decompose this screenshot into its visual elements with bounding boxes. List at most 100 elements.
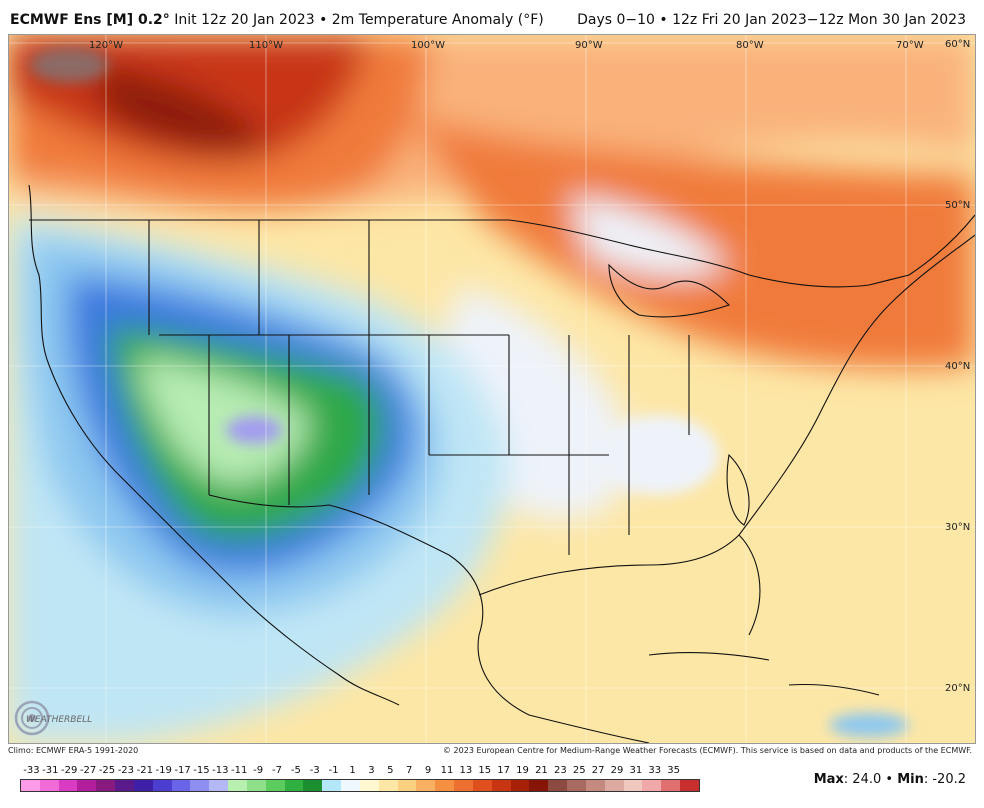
color-scale-label: -19 <box>155 765 172 776</box>
color-scale-label: -21 <box>136 765 153 776</box>
color-swatch <box>548 780 568 791</box>
lat-label: 20°N <box>945 683 970 694</box>
logo-text: WEATHERBELL <box>26 715 92 725</box>
map-title: ECMWF Ens [M] 0.2° Init 12z 20 Jan 2023 … <box>10 12 544 28</box>
color-scale-label: 9 <box>424 765 432 776</box>
cool-hispaniola <box>829 713 909 737</box>
florida-outline <box>726 453 750 526</box>
color-swatch <box>454 780 473 791</box>
color-scale-label: -17 <box>174 765 191 776</box>
lon-label: 90°W <box>575 40 603 51</box>
graticule <box>9 35 975 743</box>
color-swatch <box>567 780 586 791</box>
color-swatch <box>604 780 624 791</box>
color-scale-label: -1 <box>328 765 339 776</box>
max-label: Max <box>813 772 844 787</box>
great-lakes-border <box>508 214 975 288</box>
color-swatch <box>209 780 229 791</box>
color-scale-label: -23 <box>117 765 135 776</box>
color-scale-label: 17 <box>497 765 511 776</box>
anomaly-field <box>9 35 975 743</box>
color-swatch <box>679 780 699 791</box>
political-boundaries <box>28 184 975 743</box>
max-min-readout: Max: 24.0 • Min: -20.2 <box>814 772 966 787</box>
color-swatch <box>510 780 530 791</box>
color-scale-label: -13 <box>212 765 229 776</box>
color-swatch <box>397 780 417 791</box>
color-swatch <box>39 780 59 791</box>
color-scale-label: 7 <box>406 765 413 776</box>
color-swatch <box>284 780 304 791</box>
weatherbell-logo: WEATHERBELL <box>14 700 92 736</box>
color-swatch <box>171 780 191 791</box>
color-scale-label: -27 <box>79 765 97 776</box>
color-scale-label: 1 <box>349 765 356 776</box>
color-swatch <box>491 780 511 791</box>
copyright-note: © 2023 European Centre for Medium-Range … <box>443 746 972 755</box>
color-swatch <box>322 780 342 791</box>
color-scale-label: -29 <box>61 765 78 776</box>
color-scale-label: 25 <box>572 765 586 776</box>
color-swatch <box>529 780 549 791</box>
color-swatch <box>115 780 134 791</box>
us-mexico-border <box>208 494 650 743</box>
color-swatch <box>77 780 97 791</box>
max-value: : 24.0 • <box>843 772 898 787</box>
cold-peak-purple <box>226 416 282 444</box>
color-scale-label: -15 <box>193 765 210 776</box>
lat-label: 50°N <box>945 200 970 211</box>
color-swatch <box>435 780 455 791</box>
color-scale-label: -11 <box>231 765 248 776</box>
color-swatch <box>472 780 492 791</box>
forecast-range: Days 0−10 • 12z Fri 20 Jan 2023−12z Mon … <box>577 12 966 28</box>
cold-lightgreen-core <box>139 355 309 485</box>
color-scale-label: 35 <box>667 765 681 776</box>
min-label: Min <box>897 772 924 787</box>
color-swatch <box>378 780 398 791</box>
color-scale-label: 23 <box>553 765 567 776</box>
color-scale-label: 5 <box>387 765 394 776</box>
state-lines <box>148 220 690 555</box>
color-swatch <box>58 780 78 791</box>
color-scale-label: 33 <box>648 765 662 776</box>
lat-label: 60°N <box>945 39 970 50</box>
color-scale-label: 29 <box>610 765 624 776</box>
lake-michigan <box>608 263 731 318</box>
color-scale-label: -31 <box>42 765 59 776</box>
atlantic-coast <box>738 234 975 536</box>
lon-label: 100°W <box>411 40 445 51</box>
init-text: Init 12z 20 Jan 2023 • 2m Temperature An… <box>169 12 544 28</box>
color-scale-label: 13 <box>459 765 473 776</box>
color-swatch <box>623 780 643 791</box>
color-swatch <box>228 780 247 791</box>
warm-peak-brown <box>29 47 109 83</box>
color-scale-label: 15 <box>478 765 492 776</box>
color-swatch <box>133 780 153 791</box>
warm-peak-canada <box>89 65 269 154</box>
color-swatch <box>190 780 210 791</box>
anomaly-map: 120°W 110°W 100°W 90°W 80°W 70°W 60°N 50… <box>8 34 976 744</box>
color-scale-label: 27 <box>591 765 605 776</box>
color-swatch <box>416 780 436 791</box>
caribbean-islands <box>648 651 880 696</box>
color-swatch <box>152 780 172 791</box>
color-swatch <box>21 780 40 791</box>
color-scale-label: -25 <box>98 765 116 776</box>
min-value: : -20.2 <box>923 772 966 787</box>
color-scale-label: -3 <box>309 765 320 776</box>
color-scale-label: -33 <box>23 765 40 776</box>
color-scale-label: -9 <box>253 765 264 776</box>
color-scale-label: -5 <box>290 765 301 776</box>
color-scale-label: -7 <box>272 765 282 776</box>
color-scale-swatches <box>20 779 700 792</box>
color-scale-label: 21 <box>535 765 548 776</box>
color-scale: -33 -31 -29 -27 -25 -23 -21 -19 -17 -15 -13 -11 -9 -7… <box>20 765 700 795</box>
color-scale-label: 19 <box>516 765 529 776</box>
color-scale-labels: -33 -31 -29 -27 -25 -23 -21 -19 -17 -15 -13 -11 -9 -7… <box>20 765 700 779</box>
color-swatch <box>359 780 379 791</box>
color-swatch <box>96 780 116 791</box>
color-scale-label: 11 <box>440 765 454 776</box>
color-swatch <box>265 780 285 791</box>
color-scale-label: 3 <box>368 765 375 776</box>
map-canvas: 120°W 110°W 100°W 90°W 80°W 70°W 60°N 50… <box>9 35 975 743</box>
